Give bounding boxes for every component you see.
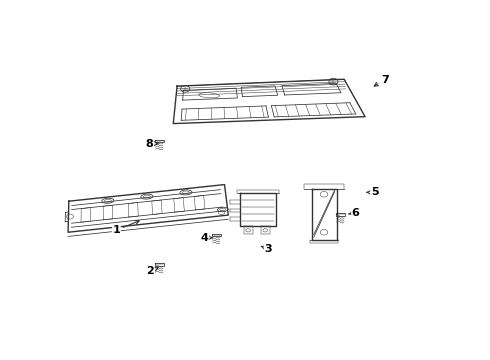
Text: 2: 2 bbox=[147, 266, 158, 276]
Text: 6: 6 bbox=[348, 208, 360, 218]
Ellipse shape bbox=[180, 190, 192, 195]
Text: 8: 8 bbox=[146, 139, 158, 149]
Text: 1: 1 bbox=[112, 220, 139, 235]
Ellipse shape bbox=[218, 207, 228, 212]
Ellipse shape bbox=[102, 198, 114, 203]
Text: 3: 3 bbox=[261, 244, 272, 254]
Text: 4: 4 bbox=[201, 233, 213, 243]
Text: 5: 5 bbox=[367, 187, 378, 197]
Ellipse shape bbox=[141, 194, 153, 199]
Text: 7: 7 bbox=[374, 75, 389, 86]
